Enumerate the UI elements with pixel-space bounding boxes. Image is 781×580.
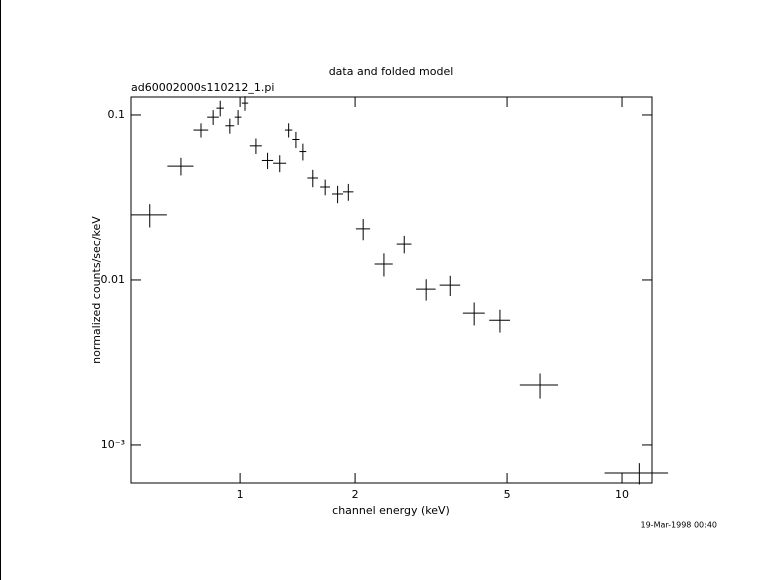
x-tick-label: 5 bbox=[504, 488, 511, 501]
x-axis-label: channel energy (keV) bbox=[332, 504, 450, 517]
x-tick-label: 10 bbox=[615, 488, 629, 501]
y-tick-label: 0.1 bbox=[108, 108, 126, 121]
x-tick-label: 2 bbox=[352, 488, 359, 501]
y-tick-label: 0.01 bbox=[101, 273, 126, 286]
x-tick-label: 1 bbox=[237, 488, 244, 501]
timestamp: 19-Mar-1998 00:40 bbox=[641, 521, 718, 530]
chart-title: data and folded model bbox=[329, 65, 454, 78]
y-axis-label: normalized counts/sec/keV bbox=[90, 216, 103, 364]
plot-frame bbox=[130, 96, 653, 484]
y-tick-label: 10⁻³ bbox=[101, 438, 125, 451]
chart-subtitle: ad60002000s110212_1.pi bbox=[131, 81, 274, 94]
